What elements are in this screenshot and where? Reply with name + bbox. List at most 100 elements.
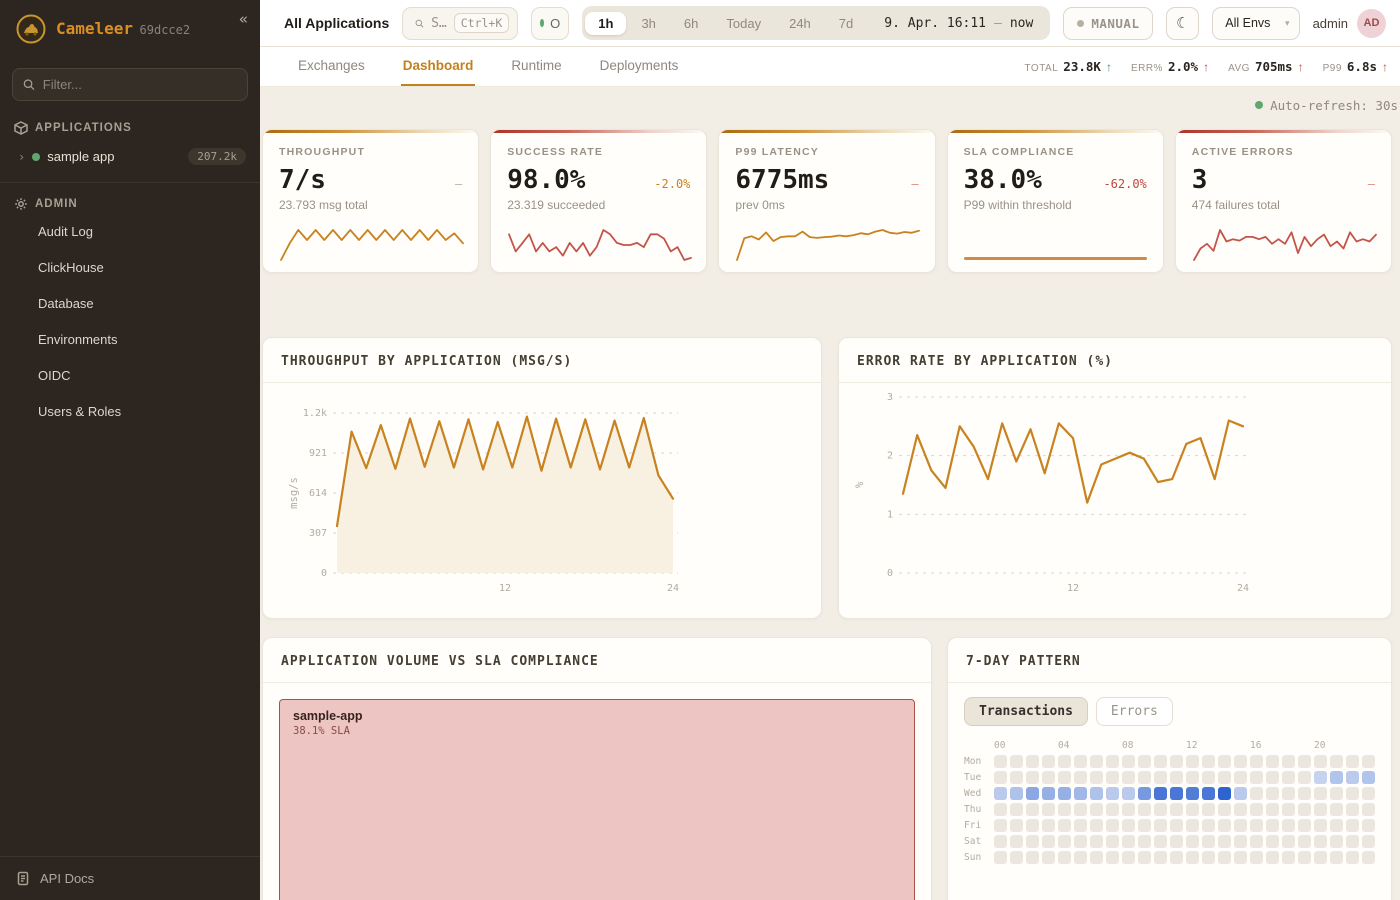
heatmap-cell: [1218, 803, 1231, 816]
toggle-transactions[interactable]: Transactions: [964, 697, 1088, 726]
heatmap-cell: [1106, 803, 1119, 816]
heatmap-cell: [1234, 787, 1247, 800]
sidebar-item-clickhouse[interactable]: ClickHouse: [38, 260, 104, 275]
heatmap-cell: [1362, 787, 1375, 800]
heatmap-cell: [1042, 835, 1055, 848]
heatmap-cell: [1154, 771, 1167, 784]
search-shortcut-kbd: Ctrl+K: [453, 13, 510, 33]
date-range-display[interactable]: 9. Apr. 16:11 — now: [868, 16, 1047, 31]
online-label: O: [550, 15, 561, 31]
treemap-tile-sample-app[interactable]: sample-app 38.1% SLA: [279, 699, 915, 900]
logo-row: Cameleer 69dcce2 «: [0, 0, 260, 56]
hour-label: 12: [1186, 740, 1198, 751]
heatmap-cell: [1138, 851, 1151, 864]
heatmap-cell: [1282, 771, 1295, 784]
heatmap-cell: [1346, 755, 1359, 768]
heatmap-cell: [1010, 771, 1023, 784]
sidebar: Cameleer 69dcce2 « APPLICATIONS › sample…: [0, 0, 260, 900]
heatmap-cell: [1314, 819, 1327, 832]
sidebar-collapse-icon[interactable]: «: [238, 10, 248, 28]
api-docs-label: API Docs: [40, 871, 95, 886]
sidebar-item-audit-log[interactable]: Audit Log: [38, 224, 93, 239]
tab-exchanges[interactable]: Exchanges: [298, 58, 365, 73]
kpi-subtext: P99 within threshold: [963, 198, 1072, 212]
range-button-24h[interactable]: 24h: [776, 12, 824, 35]
search-icon: [23, 79, 35, 91]
sidebar-item-api-docs[interactable]: API Docs: [0, 856, 260, 900]
sidebar-item-sample-app[interactable]: › sample app 207.2k: [0, 141, 260, 172]
admin-section-header: ADMIN: [0, 191, 260, 217]
hour-label: [1138, 740, 1151, 752]
kpi-subtext: 474 failures total: [1191, 198, 1280, 212]
hour-label: [1026, 740, 1039, 752]
hour-label: 20: [1314, 740, 1326, 751]
avatar[interactable]: AD: [1357, 8, 1386, 38]
range-separator: —: [994, 15, 1002, 31]
heatmap-row: Fri: [964, 819, 1375, 832]
tab-runtime[interactable]: Runtime: [511, 58, 562, 73]
tab-dashboard[interactable]: Dashboard: [400, 47, 476, 86]
heatmap-cell: [1122, 835, 1135, 848]
heatmap-cell: [1266, 755, 1279, 768]
sidebar-item-oidc[interactable]: OIDC: [38, 368, 71, 383]
heatmap-cell: [1090, 819, 1103, 832]
heatmap-cell: [1170, 803, 1183, 816]
heatmap-cell: [1042, 787, 1055, 800]
heatmap-cell: [1106, 755, 1119, 768]
online-status-button[interactable]: O: [531, 6, 570, 40]
hour-label: [1090, 740, 1103, 752]
env-select[interactable]: All Envs ▾: [1212, 6, 1300, 40]
heatmap-cell: [1234, 835, 1247, 848]
heatmap-cell: [1186, 851, 1199, 864]
toggle-errors[interactable]: Errors: [1095, 697, 1173, 726]
heatmap-cell: [1202, 803, 1215, 816]
sidebar-item-database[interactable]: Database: [38, 296, 94, 311]
heatmap-cell: [1314, 851, 1327, 864]
range-button-today[interactable]: Today: [713, 12, 774, 35]
hour-label: [1346, 740, 1359, 752]
kpi-subtext: prev 0ms: [735, 198, 785, 212]
dark-mode-toggle[interactable]: ☾: [1166, 6, 1200, 40]
stat-value: 6.8s: [1346, 59, 1377, 74]
sidebar-filter[interactable]: [12, 68, 248, 101]
heatmap-cell: [1042, 851, 1055, 864]
global-search[interactable]: S… Ctrl+K: [402, 6, 519, 40]
heatmap-cell: [1362, 755, 1375, 768]
heatmap-cell: [1026, 835, 1039, 848]
expand-chevron-icon[interactable]: ›: [18, 149, 26, 164]
heatmap-cell: [1122, 803, 1135, 816]
app-count-badge: 207.2k: [188, 148, 246, 165]
manual-mode-button[interactable]: MANUAL: [1063, 6, 1154, 40]
range-button-1h[interactable]: 1h: [585, 11, 627, 35]
range-button-6h[interactable]: 6h: [671, 12, 711, 35]
heatmap-cell: [1106, 787, 1119, 800]
heatmap-cell: [1074, 771, 1087, 784]
kpi-card-active-errors: ACTIVE ERRORS 3 — 474 failures total: [1174, 129, 1392, 273]
treemap-tile-sla: 38.1% SLA: [293, 725, 350, 737]
heatmap-cell: [994, 755, 1007, 768]
sidebar-item-environments[interactable]: Environments: [38, 332, 118, 347]
heatmap-cell: [1138, 771, 1151, 784]
heatmap-cell: [1042, 819, 1055, 832]
heatmap-hour-labels: 00 04 08 12 16 20: [964, 740, 1375, 752]
range-button-3h[interactable]: 3h: [628, 12, 668, 35]
manual-dot: [1077, 19, 1085, 27]
throughput-area-chart: 1.2k 921 614 307 0 12 24 msg/s: [288, 408, 679, 594]
heatmap-cell: [1314, 835, 1327, 848]
heatmap-cell: [1234, 771, 1247, 784]
heatmap-cell: [1026, 851, 1039, 864]
heatmap-cell: [1074, 755, 1087, 768]
seven-day-pattern-card: 7-DAY PATTERN Transactions Errors 00 04 08…: [947, 637, 1392, 900]
stat-label: TOTAL: [1024, 63, 1059, 74]
heatmap-cell: [1170, 787, 1183, 800]
heatmap-cell: [1170, 851, 1183, 864]
heatmap-cell: [1266, 835, 1279, 848]
range-button-7d[interactable]: 7d: [826, 12, 866, 35]
tab-deployments[interactable]: Deployments: [599, 58, 679, 73]
sidebar-item-users-roles[interactable]: Users & Roles: [38, 404, 122, 419]
hour-label: [1282, 740, 1295, 752]
svg-text:307: 307: [309, 528, 327, 539]
heatmap-cell: [1138, 787, 1151, 800]
filter-input[interactable]: [42, 77, 237, 92]
heatmap-cell: [1282, 755, 1295, 768]
